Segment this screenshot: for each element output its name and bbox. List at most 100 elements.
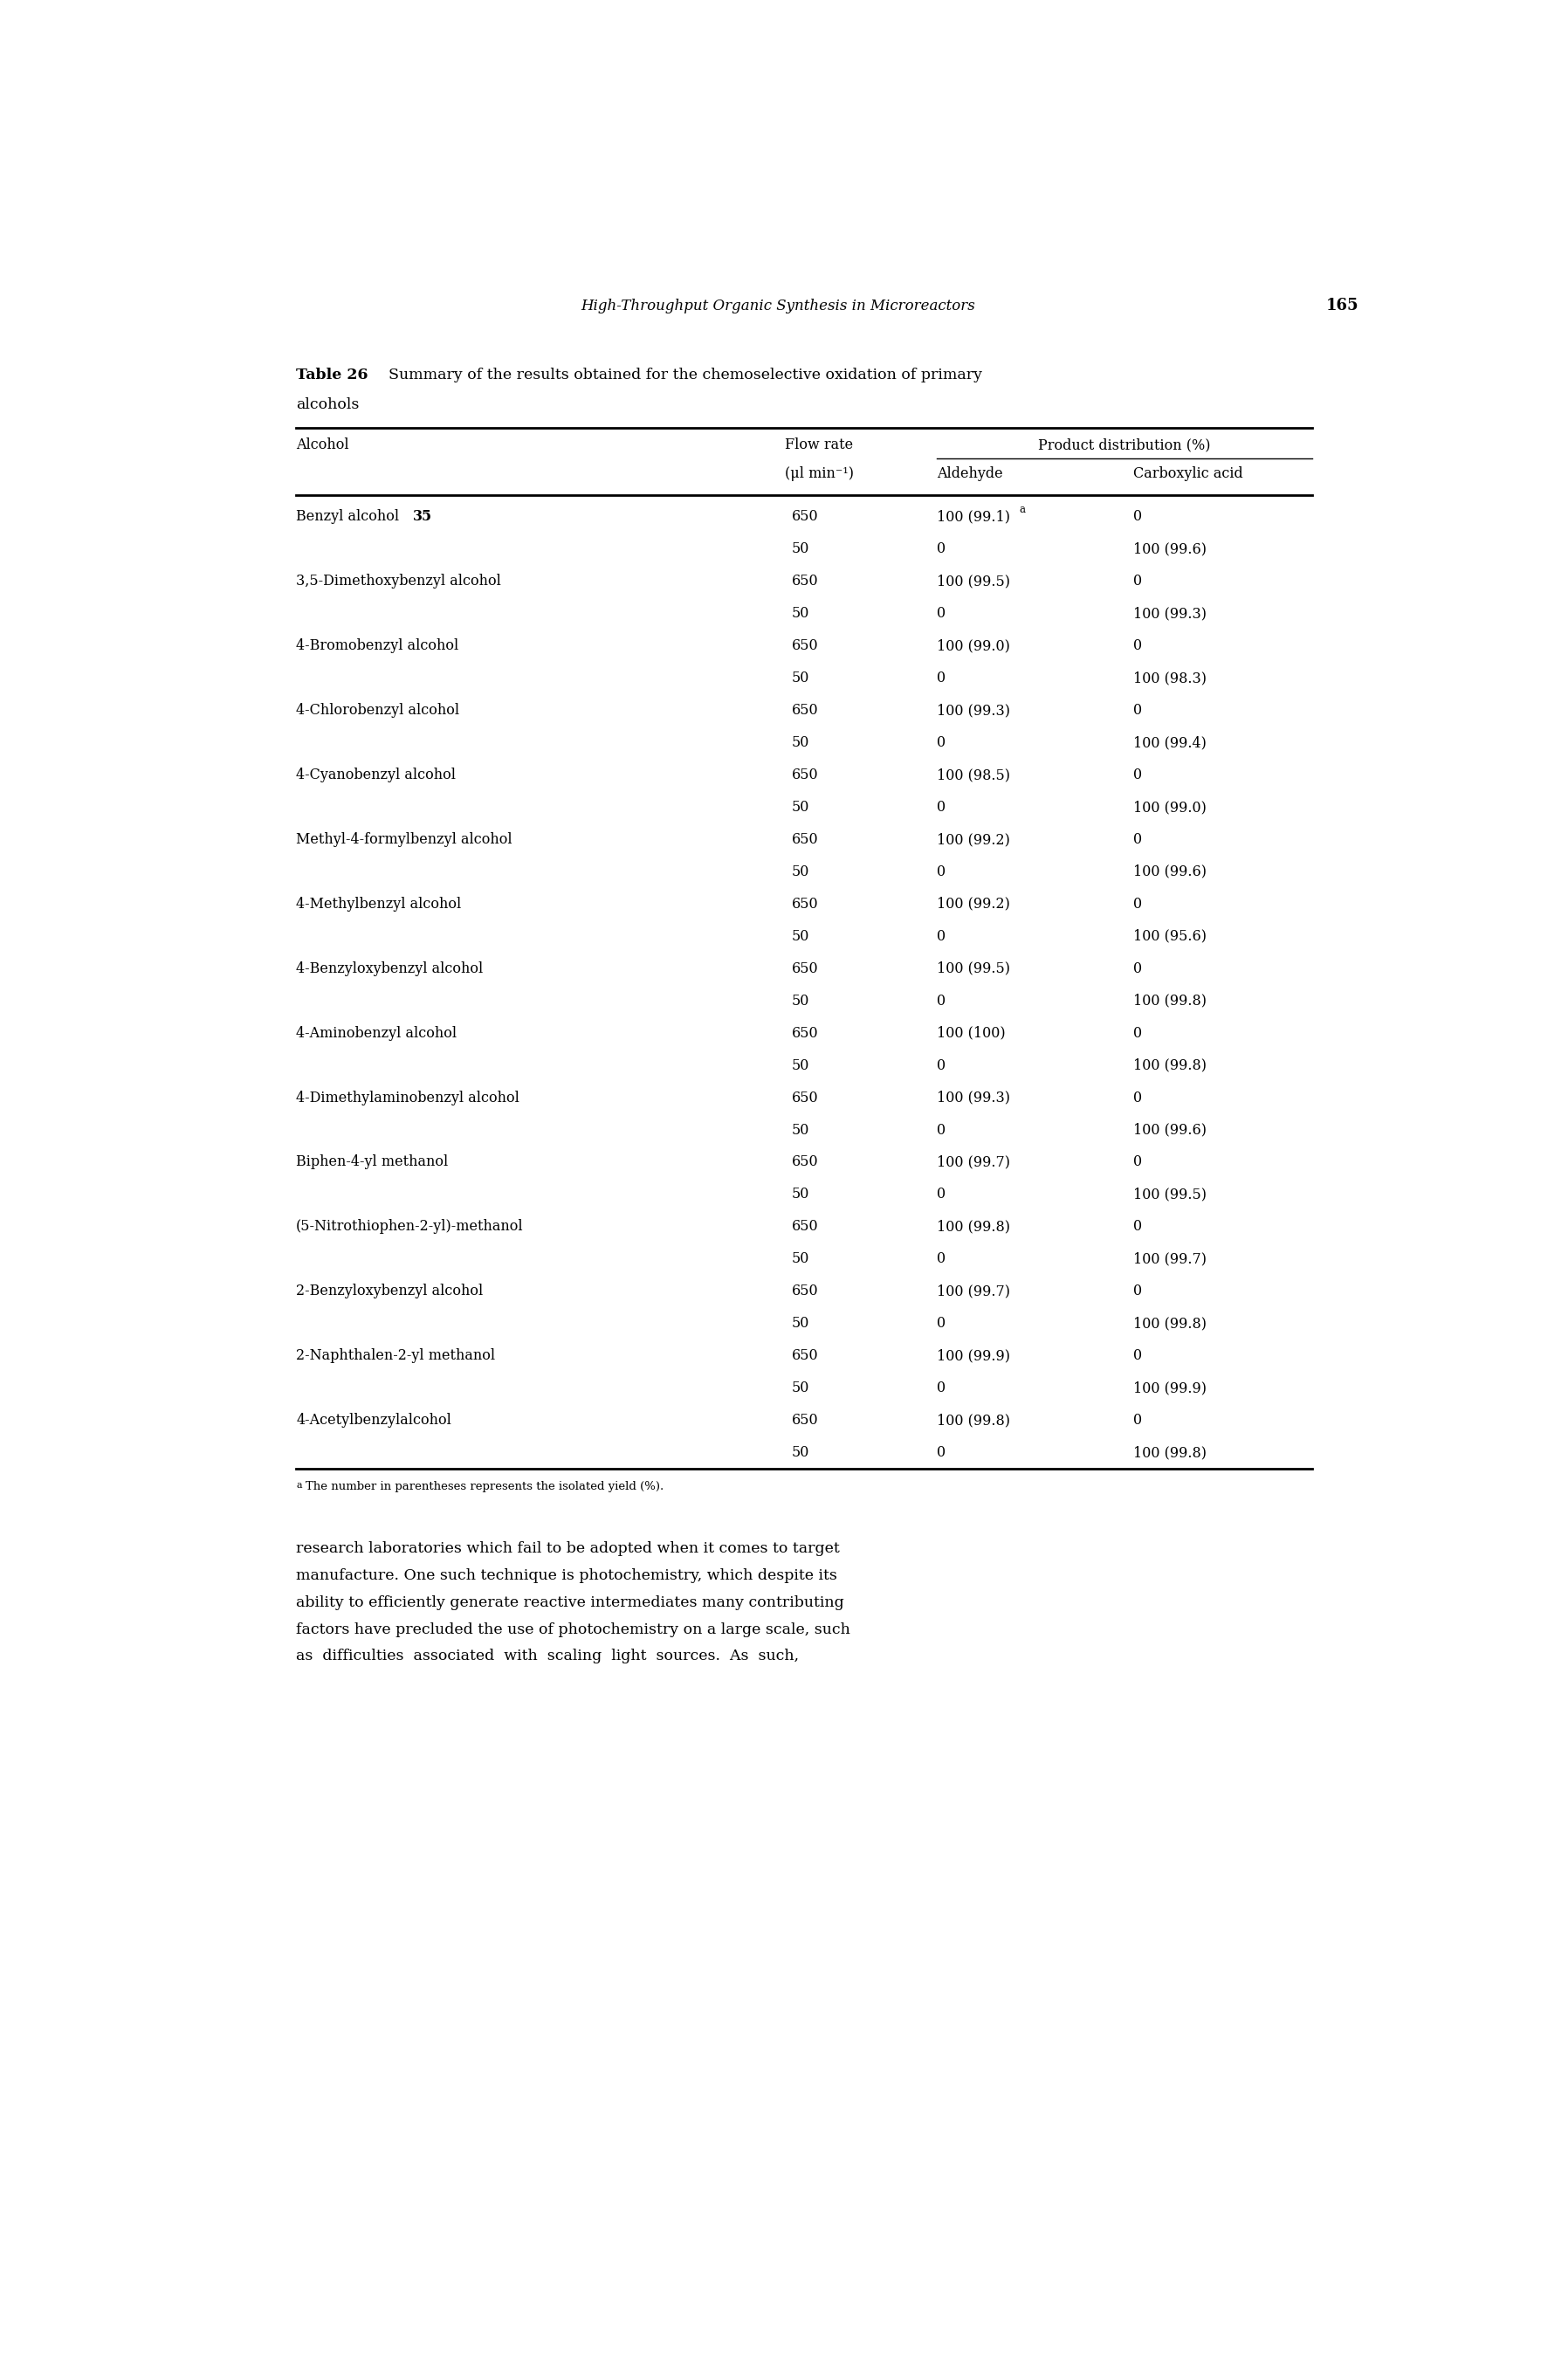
Text: 4-Dimethylaminobenzyl alcohol: 4-Dimethylaminobenzyl alcohol — [296, 1091, 519, 1105]
Text: 0: 0 — [1134, 898, 1142, 912]
Text: 0: 0 — [938, 1058, 946, 1072]
Text: Biphen-4-yl methanol: Biphen-4-yl methanol — [296, 1155, 448, 1169]
Text: Methyl-4-formylbenzyl alcohol: Methyl-4-formylbenzyl alcohol — [296, 831, 513, 848]
Text: Summary of the results obtained for the chemoselective oxidation of primary: Summary of the results obtained for the … — [379, 368, 982, 383]
Text: 0: 0 — [1134, 961, 1142, 976]
Text: 50: 50 — [792, 541, 809, 557]
Text: 0: 0 — [1134, 1219, 1142, 1235]
Text: 0: 0 — [938, 864, 946, 879]
Text: 50: 50 — [792, 1122, 809, 1138]
Text: 650: 650 — [792, 831, 818, 848]
Text: 100 (99.4): 100 (99.4) — [1134, 735, 1206, 751]
Text: 100 (99.6): 100 (99.6) — [1134, 1122, 1206, 1138]
Text: 50: 50 — [792, 1188, 809, 1202]
Text: (5-Nitrothiophen-2-yl)-methanol: (5-Nitrothiophen-2-yl)-methanol — [296, 1219, 524, 1235]
Text: 50: 50 — [792, 1446, 809, 1460]
Text: 0: 0 — [1134, 768, 1142, 782]
Text: 100 (99.6): 100 (99.6) — [1134, 864, 1206, 879]
Text: 3,5-Dimethoxybenzyl alcohol: 3,5-Dimethoxybenzyl alcohol — [296, 574, 502, 588]
Text: (μl min⁻¹): (μl min⁻¹) — [784, 465, 853, 482]
Text: 100 (99.8): 100 (99.8) — [1134, 1446, 1206, 1460]
Text: 650: 650 — [792, 638, 818, 654]
Text: Alcohol: Alcohol — [296, 437, 350, 451]
Text: 0: 0 — [938, 607, 946, 621]
Text: 0: 0 — [938, 928, 946, 945]
Text: 50: 50 — [792, 864, 809, 879]
Text: 50: 50 — [792, 1252, 809, 1266]
Text: 0: 0 — [1134, 831, 1142, 848]
Text: 4-Bromobenzyl alcohol: 4-Bromobenzyl alcohol — [296, 638, 459, 654]
Text: 100 (99.5): 100 (99.5) — [938, 574, 1010, 588]
Text: 0: 0 — [938, 735, 946, 751]
Text: 650: 650 — [792, 1091, 818, 1105]
Text: 0: 0 — [938, 1316, 946, 1332]
Text: 100 (99.2): 100 (99.2) — [938, 898, 1010, 912]
Text: 4-Acetylbenzylalcohol: 4-Acetylbenzylalcohol — [296, 1412, 452, 1427]
Text: 50: 50 — [792, 1058, 809, 1072]
Text: research laboratories which fail to be adopted when it comes to target: research laboratories which fail to be a… — [296, 1542, 840, 1557]
Text: 0: 0 — [938, 671, 946, 685]
Text: factors have precluded the use of photochemistry on a large scale, such: factors have precluded the use of photoc… — [296, 1623, 850, 1637]
Text: 650: 650 — [792, 1285, 818, 1299]
Text: 100 (99.3): 100 (99.3) — [938, 704, 1010, 718]
Text: 50: 50 — [792, 1316, 809, 1332]
Text: 2-Naphthalen-2-yl methanol: 2-Naphthalen-2-yl methanol — [296, 1349, 495, 1363]
Text: 650: 650 — [792, 1025, 818, 1042]
Text: 100 (99.7): 100 (99.7) — [938, 1285, 1010, 1299]
Text: 50: 50 — [792, 801, 809, 815]
Text: The number in parentheses represents the isolated yield (%).: The number in parentheses represents the… — [306, 1481, 663, 1493]
Text: 0: 0 — [1134, 1349, 1142, 1363]
Text: 50: 50 — [792, 735, 809, 751]
Text: 650: 650 — [792, 704, 818, 718]
Text: 100 (99.8): 100 (99.8) — [1134, 1058, 1206, 1072]
Text: Aldehyde: Aldehyde — [938, 465, 1004, 482]
Text: 650: 650 — [792, 574, 818, 588]
Text: 0: 0 — [1134, 1285, 1142, 1299]
Text: 100 (98.3): 100 (98.3) — [1134, 671, 1206, 685]
Text: Benzyl alcohol: Benzyl alcohol — [296, 510, 403, 524]
Text: as  difficulties  associated  with  scaling  light  sources.  As  such,: as difficulties associated with scaling … — [296, 1649, 800, 1663]
Text: 100 (99.3): 100 (99.3) — [938, 1091, 1010, 1105]
Text: 100 (99.5): 100 (99.5) — [1134, 1188, 1206, 1202]
Text: 100 (99.2): 100 (99.2) — [938, 831, 1010, 848]
Text: 100 (99.8): 100 (99.8) — [938, 1412, 1010, 1427]
Text: 4-Cyanobenzyl alcohol: 4-Cyanobenzyl alcohol — [296, 768, 456, 782]
Text: 650: 650 — [792, 510, 818, 524]
Text: 100 (100): 100 (100) — [938, 1025, 1005, 1042]
Text: 0: 0 — [1134, 1155, 1142, 1169]
Text: 650: 650 — [792, 768, 818, 782]
Text: 50: 50 — [792, 928, 809, 945]
Text: a: a — [296, 1481, 303, 1490]
Text: 50: 50 — [792, 671, 809, 685]
Text: manufacture. One such technique is photochemistry, which despite its: manufacture. One such technique is photo… — [296, 1568, 837, 1583]
Text: a: a — [1019, 503, 1025, 515]
Text: Product distribution (%): Product distribution (%) — [1038, 437, 1210, 451]
Text: 165: 165 — [1327, 298, 1359, 314]
Text: 650: 650 — [792, 1349, 818, 1363]
Text: 650: 650 — [792, 898, 818, 912]
Text: 50: 50 — [792, 994, 809, 1009]
Text: 35: 35 — [412, 510, 431, 524]
Text: 100 (95.6): 100 (95.6) — [1134, 928, 1206, 945]
Text: 0: 0 — [938, 1122, 946, 1138]
Text: ability to efficiently generate reactive intermediates many contributing: ability to efficiently generate reactive… — [296, 1594, 844, 1611]
Text: 100 (99.1): 100 (99.1) — [938, 510, 1010, 524]
Text: 0: 0 — [938, 1252, 946, 1266]
Text: 2-Benzyloxybenzyl alcohol: 2-Benzyloxybenzyl alcohol — [296, 1285, 483, 1299]
Text: 100 (99.7): 100 (99.7) — [1134, 1252, 1206, 1266]
Text: 4-Methylbenzyl alcohol: 4-Methylbenzyl alcohol — [296, 898, 461, 912]
Text: 100 (99.7): 100 (99.7) — [938, 1155, 1010, 1169]
Text: 0: 0 — [1134, 574, 1142, 588]
Text: 0: 0 — [1134, 704, 1142, 718]
Text: 0: 0 — [1134, 1091, 1142, 1105]
Text: 0: 0 — [938, 1188, 946, 1202]
Text: 0: 0 — [938, 1382, 946, 1396]
Text: 100 (99.0): 100 (99.0) — [1134, 801, 1206, 815]
Text: 0: 0 — [938, 541, 946, 557]
Text: 50: 50 — [792, 607, 809, 621]
Text: 100 (99.8): 100 (99.8) — [1134, 994, 1206, 1009]
Text: 100 (99.6): 100 (99.6) — [1134, 541, 1206, 557]
Text: 100 (99.8): 100 (99.8) — [1134, 1316, 1206, 1332]
Text: 0: 0 — [938, 994, 946, 1009]
Text: 100 (99.3): 100 (99.3) — [1134, 607, 1206, 621]
